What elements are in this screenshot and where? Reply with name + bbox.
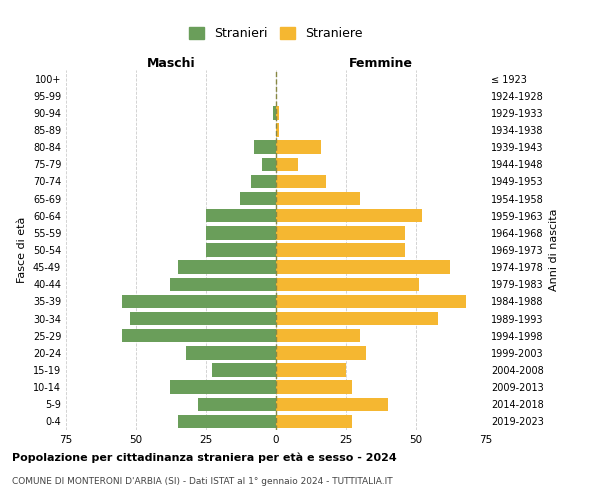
Bar xyxy=(122,294,276,308)
Bar xyxy=(251,174,276,188)
Bar xyxy=(170,278,276,291)
Bar xyxy=(239,192,276,205)
Bar xyxy=(276,346,365,360)
Bar xyxy=(276,312,439,326)
Bar xyxy=(206,244,276,256)
Bar xyxy=(276,192,360,205)
Bar xyxy=(276,260,449,274)
Y-axis label: Fasce di età: Fasce di età xyxy=(17,217,27,283)
Bar xyxy=(212,364,276,376)
Bar xyxy=(187,346,276,360)
Bar xyxy=(276,364,346,376)
Legend: Stranieri, Straniere: Stranieri, Straniere xyxy=(184,22,368,46)
Bar xyxy=(254,140,276,154)
Bar xyxy=(206,226,276,239)
Y-axis label: Anni di nascita: Anni di nascita xyxy=(549,209,559,291)
Bar xyxy=(276,226,405,239)
Bar xyxy=(206,209,276,222)
Bar xyxy=(276,278,419,291)
Bar xyxy=(122,329,276,342)
Bar xyxy=(276,209,422,222)
Bar xyxy=(276,329,360,342)
Bar xyxy=(276,294,466,308)
Bar xyxy=(276,380,352,394)
Bar xyxy=(273,106,276,120)
Bar xyxy=(276,244,405,256)
Bar xyxy=(276,174,326,188)
Bar xyxy=(197,398,276,411)
Bar xyxy=(262,158,276,171)
Bar xyxy=(276,398,388,411)
Bar xyxy=(178,260,276,274)
Bar xyxy=(130,312,276,326)
Bar xyxy=(276,414,352,428)
Bar xyxy=(170,380,276,394)
Bar xyxy=(276,124,279,136)
Bar xyxy=(276,106,279,120)
Text: Popolazione per cittadinanza straniera per età e sesso - 2024: Popolazione per cittadinanza straniera p… xyxy=(12,452,397,463)
Bar xyxy=(178,414,276,428)
Text: Femmine: Femmine xyxy=(349,57,413,70)
Bar xyxy=(276,140,321,154)
Text: COMUNE DI MONTERONI D'ARBIA (SI) - Dati ISTAT al 1° gennaio 2024 - TUTTITALIA.IT: COMUNE DI MONTERONI D'ARBIA (SI) - Dati … xyxy=(12,478,392,486)
Bar xyxy=(276,158,298,171)
Text: Maschi: Maschi xyxy=(146,57,196,70)
